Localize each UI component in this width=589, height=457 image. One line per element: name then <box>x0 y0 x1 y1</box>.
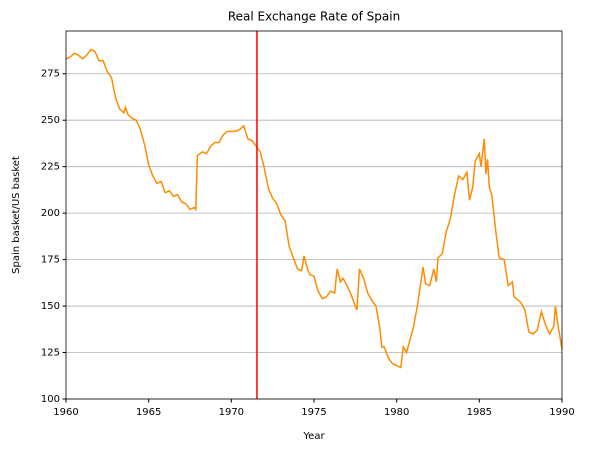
y-tick-label: 225 <box>41 162 60 173</box>
x-tick-label: 1975 <box>301 407 326 418</box>
x-tick-label: 1970 <box>219 407 244 418</box>
y-tick-label: 275 <box>41 69 60 80</box>
y-tick-label: 125 <box>41 348 60 359</box>
x-tick-label: 1980 <box>384 407 409 418</box>
x-tick-label: 1960 <box>53 407 78 418</box>
y-axis-label: Spain basket/US basket <box>11 156 22 274</box>
y-tick-label: 250 <box>41 115 60 126</box>
data-line <box>65 48 563 369</box>
y-tick-label: 150 <box>41 301 60 312</box>
chart-title: Real Exchange Rate of Spain <box>228 10 400 24</box>
y-tick-label: 175 <box>41 255 60 266</box>
x-tick-label: 1990 <box>549 407 574 418</box>
x-tick-label: 1985 <box>467 407 492 418</box>
plot-frame <box>65 30 563 400</box>
y-tick-label: 200 <box>41 208 60 219</box>
y-tick-label: 100 <box>41 394 60 405</box>
x-tick-label: 1965 <box>136 407 161 418</box>
x-axis-label: Year <box>302 431 325 442</box>
